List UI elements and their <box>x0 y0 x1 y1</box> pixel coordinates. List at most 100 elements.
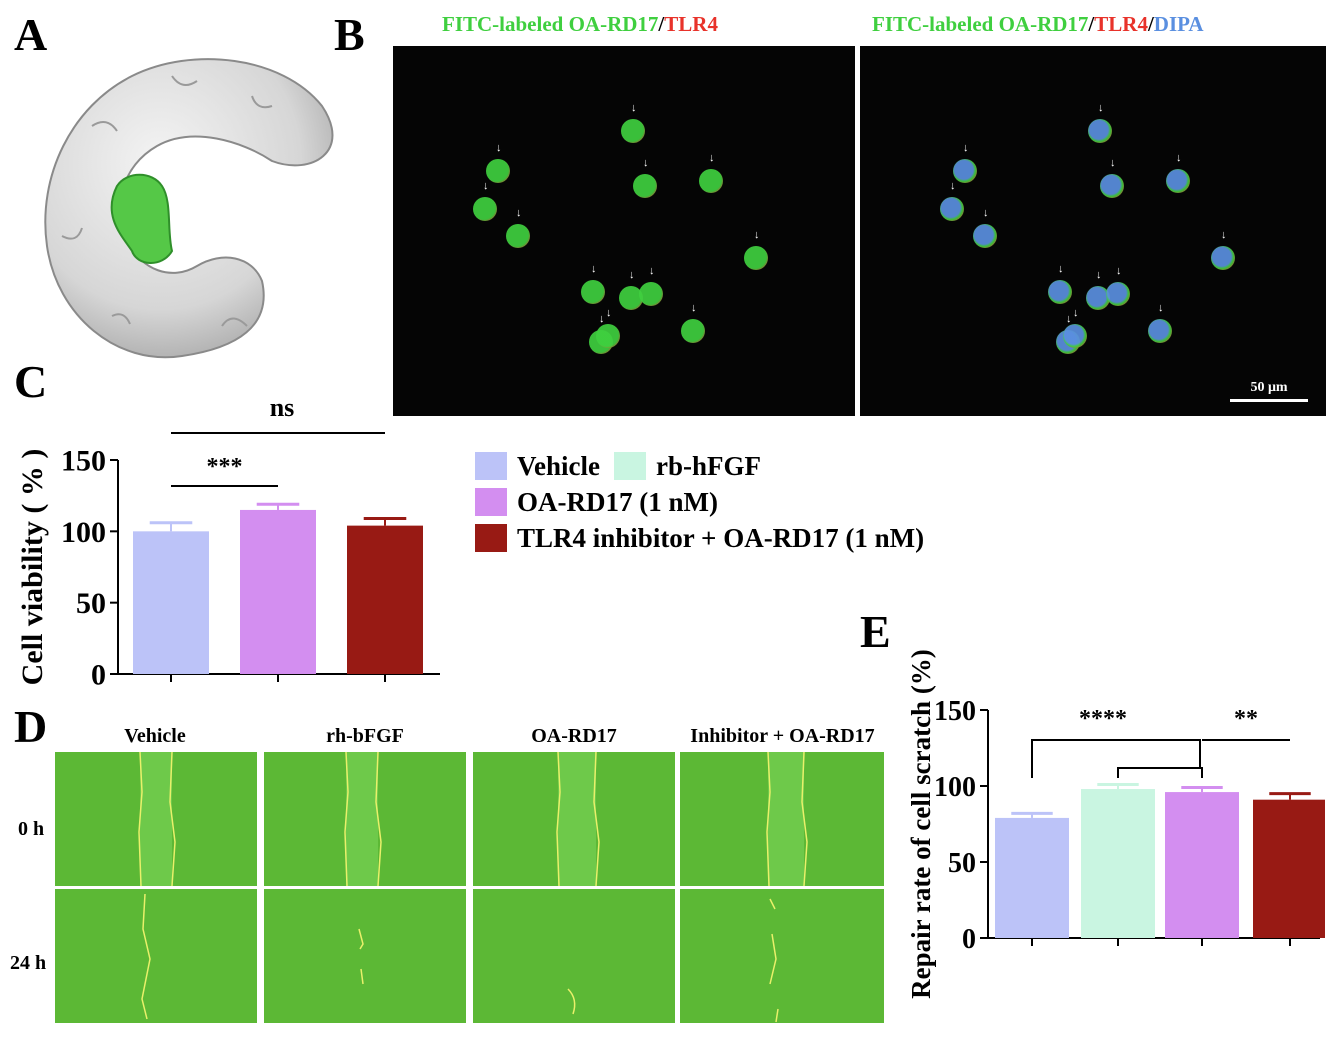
protein-texture <box>61 75 273 327</box>
micrograph-merge-green-red-blue: 50 μm ↓ ↓ ↓ ↓ ↓ ↓ ↓ ↓ ↓ ↓ ↓ ↓ ↓ <box>860 46 1326 416</box>
scratch-image-24h <box>264 889 466 1023</box>
cell <box>1063 324 1087 348</box>
cell <box>940 197 964 221</box>
bar <box>1165 792 1239 938</box>
title-tlr4: TLR4 <box>664 12 718 36</box>
cell <box>486 159 510 183</box>
cell <box>681 319 705 343</box>
cell <box>581 280 605 304</box>
arrow-marker: ↓ <box>1176 152 1182 164</box>
panel-d-label: D <box>14 701 48 752</box>
cell <box>1211 246 1235 270</box>
scratch-col-label-oa-rd17: OA-RD17 <box>531 725 617 747</box>
micro-left-title: FITC-labeled OA-RD17/TLR4 <box>442 12 718 37</box>
title-sep: / <box>658 12 665 36</box>
arrow-marker: ↓ <box>1058 263 1064 275</box>
scratch-outline <box>567 988 576 1015</box>
title-sep: / <box>1147 12 1154 36</box>
scratch-edge <box>766 752 808 886</box>
micrograph-merge-green-red: ↓ ↓ ↓ ↓ ↓ ↓ ↓ ↓ ↓ ↓ ↓ ↓ ↓ <box>393 46 855 416</box>
scratch-col-label-rh-bfgf: rh-bFGF <box>326 725 404 747</box>
scratch-outline <box>358 928 364 985</box>
title-fitc: FITC-labeled OA-RD17 <box>872 12 1089 36</box>
significance-label: ns <box>270 393 295 422</box>
cell <box>699 169 723 193</box>
cell <box>953 159 977 183</box>
legend-swatch-rb-hfgf <box>614 452 646 480</box>
cell <box>473 197 497 221</box>
arrow-marker: ↓ <box>1110 157 1116 169</box>
significance-label: ** <box>1234 706 1258 732</box>
cell <box>1100 174 1124 198</box>
cell <box>506 224 530 248</box>
legend-row-3: TLR4 inhibitor + OA-RD17 (1 nM) <box>475 520 924 556</box>
cell <box>1166 169 1190 193</box>
legend-label-inhibitor: TLR4 inhibitor + OA-RD17 (1 nM) <box>517 522 925 553</box>
scratch-edge <box>556 752 600 886</box>
cell <box>639 282 663 306</box>
scratch-outline <box>344 752 382 886</box>
legend-row-2: OA-RD17 (1 nM) <box>475 484 924 520</box>
title-sep: / <box>1088 12 1095 36</box>
scratch-edge <box>138 752 176 886</box>
panel-c-label: C <box>14 356 48 407</box>
scratch-image-0h <box>473 752 675 886</box>
scratch-gap <box>140 752 172 886</box>
legend-label-rb-hfgf: rb-hFGF <box>656 450 761 481</box>
scratch-row-label-0h: 0 h <box>18 818 45 840</box>
protein-horseshoe <box>44 58 334 359</box>
legend-swatch-inhibitor <box>475 524 507 552</box>
protein-surface-render <box>44 58 334 359</box>
scratch-edge <box>141 893 151 1020</box>
arrow-marker: ↓ <box>1098 102 1104 114</box>
arrow-marker: ↓ <box>709 152 715 164</box>
arrow-marker: ↓ <box>983 207 989 219</box>
chart-c-cell-viability: 0 50 100 150 Cell viability ( % ) *** ns <box>16 393 440 692</box>
panel-b-label: B <box>334 9 365 60</box>
scratch-gap <box>768 752 804 886</box>
scratch-gap <box>558 752 596 886</box>
arrow-marker: ↓ <box>649 265 655 277</box>
arrow-marker: ↓ <box>606 307 612 319</box>
bar <box>1253 799 1325 938</box>
y-tick-label: 50 <box>76 587 106 620</box>
bar <box>1081 789 1155 938</box>
legend: Vehicle rb-hFGF OA-RD17 (1 nM) TLR4 inhi… <box>475 448 924 556</box>
arrow-marker: ↓ <box>591 263 597 275</box>
panel-a-label: A <box>14 9 48 60</box>
cell <box>1106 282 1130 306</box>
arrow-marker: ↓ <box>516 207 522 219</box>
legend-label-vehicle: Vehicle <box>517 450 600 481</box>
y-tick-label: 150 <box>61 445 106 478</box>
cell <box>1148 319 1172 343</box>
significance-bracket <box>1031 739 1201 778</box>
arrow-marker: ↓ <box>1096 269 1102 281</box>
significance-label: **** <box>1079 706 1127 732</box>
cell <box>1088 119 1112 143</box>
title-dipa: DIPA <box>1153 12 1204 36</box>
legend-label-oa-rd17: OA-RD17 (1 nM) <box>517 486 718 517</box>
bar <box>133 531 209 674</box>
arrow-marker: ↓ <box>950 180 956 192</box>
cell <box>633 174 657 198</box>
arrow-marker: ↓ <box>963 142 969 154</box>
scratch-image-24h <box>680 889 884 1023</box>
scratch-outline <box>141 893 151 1020</box>
scratch-outline <box>138 752 176 886</box>
scratch-image-0h <box>680 752 884 886</box>
bar <box>347 525 423 674</box>
scratch-outline <box>766 752 808 886</box>
scratch-image-24h <box>55 889 257 1023</box>
scratch-col-label-inhibitor: Inhibitor + OA-RD17 <box>690 725 875 747</box>
scratch-image-24h <box>473 889 675 1023</box>
bar <box>995 817 1069 938</box>
arrow-marker: ↓ <box>691 302 697 314</box>
y-tick-label: 100 <box>61 516 106 549</box>
arrow-marker: ↓ <box>631 102 637 114</box>
scale-bar-label: 50 μm <box>1250 380 1288 395</box>
arrow-marker: ↓ <box>629 269 635 281</box>
legend-swatch-oa-rd17 <box>475 488 507 516</box>
micro-right-title: FITC-labeled OA-RD17/TLR4/DIPA <box>872 12 1204 37</box>
scale-bar: 50 μm <box>1230 380 1308 402</box>
